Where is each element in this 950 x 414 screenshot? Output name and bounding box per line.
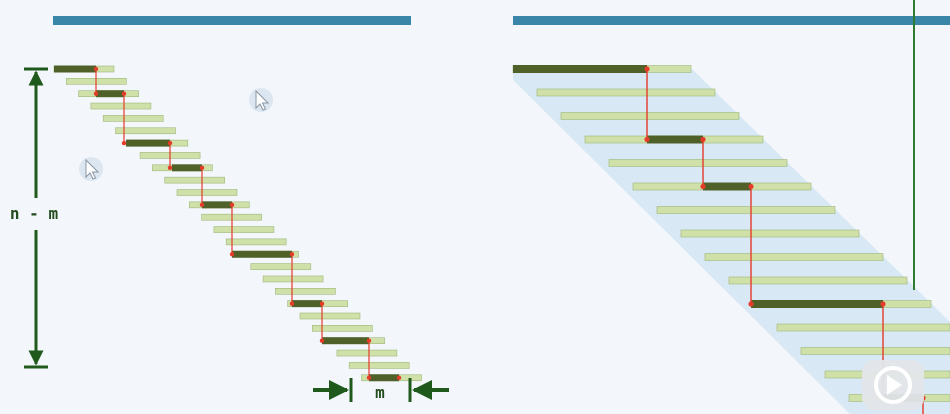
- header-bar-right: [513, 16, 950, 25]
- staircase-bar: [656, 206, 836, 214]
- selected-segment: [96, 90, 124, 98]
- connector-dot: [366, 375, 372, 380]
- connector-dot: [319, 338, 325, 343]
- selected-segment: [126, 139, 170, 147]
- connector-dot: [121, 140, 127, 146]
- height-label: n - m: [10, 204, 59, 223]
- width-label: m: [375, 383, 385, 402]
- connector-dot: [167, 165, 173, 170]
- staircase-bar: [776, 323, 950, 332]
- connector-dot: [121, 91, 127, 96]
- staircase-bar: [102, 115, 164, 122]
- connector-dot: [748, 301, 754, 307]
- connector-dot: [880, 301, 886, 307]
- mouse-pointer-icon: [249, 88, 273, 112]
- selected-segment: [703, 182, 751, 191]
- staircase-bar: [800, 347, 950, 355]
- staircase-bar: [704, 253, 884, 261]
- selected-segment: [172, 164, 202, 172]
- connector-dot: [199, 165, 205, 170]
- selected-segment: [322, 337, 369, 345]
- left-connectors: [93, 66, 402, 380]
- staircase-bar: [213, 226, 275, 233]
- play-button-icon[interactable]: [862, 360, 924, 410]
- connector-dot: [644, 136, 650, 143]
- width-dimension: m: [313, 378, 449, 402]
- staircase-bar: [336, 349, 398, 357]
- staircase-bar: [176, 189, 238, 196]
- connector-dot: [199, 202, 205, 208]
- staircase-bar: [608, 159, 788, 167]
- staircase-bar: [728, 276, 908, 285]
- connector-dot: [93, 91, 99, 96]
- selected-segment: [513, 65, 647, 73]
- staircase-bar: [299, 312, 361, 320]
- connector-dot: [167, 140, 173, 146]
- connector-dot: [319, 301, 325, 306]
- connector-dot: [644, 66, 650, 72]
- staircase-bar: [90, 102, 152, 110]
- staircase-bar: [311, 325, 373, 332]
- connector-dot: [366, 338, 372, 343]
- connector-dot: [93, 66, 99, 72]
- connector-dot: [748, 183, 754, 190]
- connector-dot: [229, 202, 235, 208]
- staircase-bar: [348, 362, 410, 369]
- connector-dot: [700, 183, 706, 190]
- staircase-bar: [560, 112, 740, 120]
- staircase-bar: [275, 287, 336, 295]
- staircase-bar: [164, 176, 225, 184]
- connector-dot: [229, 252, 235, 257]
- staircase-bar: [225, 238, 287, 246]
- selected-segment: [647, 135, 703, 144]
- selected-segment: [369, 374, 399, 382]
- selected-segment: [292, 300, 322, 308]
- selected-segment: [232, 250, 292, 258]
- left-staircase: [53, 65, 422, 382]
- staircase-bar: [536, 88, 716, 97]
- selected-segment: [751, 300, 883, 308]
- selected-segment: [202, 201, 232, 209]
- connector-dot: [289, 301, 295, 306]
- mouse-pointer-icon: [79, 157, 103, 181]
- staircase-bar: [115, 127, 176, 135]
- height-dimension: n - m: [10, 67, 59, 369]
- staircase-bar: [680, 229, 860, 238]
- connector-dot: [396, 375, 402, 380]
- staircase-bar: [250, 263, 312, 270]
- connector-dot: [289, 252, 295, 257]
- staircase-bar: [262, 275, 324, 283]
- selected-segment: [54, 65, 96, 73]
- connector-dot: [700, 136, 706, 143]
- header-bar-left: [53, 16, 411, 25]
